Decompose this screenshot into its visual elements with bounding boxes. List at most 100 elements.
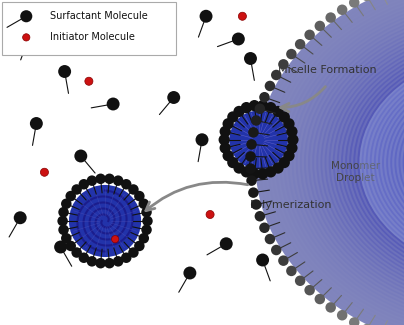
Ellipse shape (249, 100, 260, 111)
Wedge shape (382, 75, 404, 250)
Wedge shape (279, 0, 404, 325)
Ellipse shape (219, 126, 231, 137)
Ellipse shape (104, 258, 115, 268)
Ellipse shape (232, 32, 245, 46)
Wedge shape (284, 0, 404, 325)
Ellipse shape (278, 59, 289, 70)
Ellipse shape (246, 176, 257, 186)
Ellipse shape (241, 102, 252, 113)
Ellipse shape (95, 174, 106, 184)
Ellipse shape (295, 276, 305, 286)
Ellipse shape (259, 92, 270, 102)
Wedge shape (324, 29, 404, 296)
Ellipse shape (283, 150, 295, 162)
Ellipse shape (107, 98, 120, 111)
Ellipse shape (244, 52, 257, 65)
Ellipse shape (54, 240, 67, 254)
Wedge shape (366, 62, 404, 263)
Ellipse shape (14, 211, 27, 224)
Ellipse shape (278, 255, 289, 266)
Wedge shape (246, 0, 404, 325)
Wedge shape (312, 20, 404, 305)
Ellipse shape (58, 65, 71, 78)
Ellipse shape (251, 115, 261, 126)
Text: Micelle Formation: Micelle Formation (278, 65, 377, 75)
Ellipse shape (283, 118, 295, 129)
Ellipse shape (159, 32, 172, 46)
Ellipse shape (286, 266, 297, 276)
Wedge shape (271, 0, 404, 325)
Ellipse shape (78, 253, 89, 263)
Ellipse shape (57, 216, 68, 226)
Ellipse shape (61, 199, 72, 209)
Ellipse shape (65, 241, 76, 251)
Wedge shape (259, 0, 404, 325)
Ellipse shape (99, 39, 112, 52)
Ellipse shape (238, 12, 246, 20)
Ellipse shape (139, 233, 149, 243)
Ellipse shape (200, 10, 213, 23)
Ellipse shape (23, 34, 30, 41)
Ellipse shape (121, 253, 132, 263)
Ellipse shape (248, 127, 259, 137)
Wedge shape (263, 0, 404, 325)
Ellipse shape (167, 91, 180, 104)
Wedge shape (402, 91, 404, 234)
Ellipse shape (249, 168, 260, 179)
Ellipse shape (326, 302, 336, 313)
Ellipse shape (259, 223, 270, 233)
Ellipse shape (58, 225, 69, 235)
Ellipse shape (255, 103, 265, 114)
Ellipse shape (227, 157, 238, 168)
Ellipse shape (30, 117, 43, 130)
Ellipse shape (279, 111, 290, 123)
Ellipse shape (245, 151, 256, 162)
Ellipse shape (337, 310, 347, 320)
Wedge shape (370, 65, 404, 260)
Wedge shape (316, 23, 404, 302)
Wedge shape (386, 78, 404, 247)
Ellipse shape (286, 49, 297, 59)
Ellipse shape (119, 195, 132, 208)
Ellipse shape (257, 100, 268, 111)
Ellipse shape (265, 102, 276, 113)
Ellipse shape (265, 81, 275, 91)
Ellipse shape (295, 39, 305, 49)
Ellipse shape (20, 10, 32, 22)
Ellipse shape (183, 266, 196, 280)
Wedge shape (378, 72, 404, 254)
Wedge shape (360, 57, 404, 268)
Ellipse shape (245, 163, 256, 174)
Ellipse shape (87, 256, 97, 266)
Ellipse shape (304, 30, 315, 40)
Ellipse shape (79, 179, 89, 189)
Ellipse shape (265, 166, 276, 177)
Ellipse shape (134, 241, 145, 251)
Ellipse shape (256, 254, 269, 266)
Wedge shape (328, 32, 404, 292)
Wedge shape (300, 9, 404, 316)
Ellipse shape (251, 199, 261, 210)
Wedge shape (362, 58, 404, 266)
Ellipse shape (279, 157, 290, 168)
Wedge shape (255, 0, 404, 325)
Wedge shape (267, 0, 404, 325)
Wedge shape (292, 3, 404, 322)
Ellipse shape (272, 162, 284, 174)
Ellipse shape (246, 139, 257, 150)
Ellipse shape (304, 285, 315, 295)
Ellipse shape (220, 237, 233, 250)
Ellipse shape (286, 142, 298, 154)
Text: Initiator Molecule: Initiator Molecule (50, 32, 135, 42)
Ellipse shape (95, 258, 106, 268)
Ellipse shape (112, 236, 119, 243)
Ellipse shape (141, 225, 152, 235)
Ellipse shape (223, 118, 234, 129)
Ellipse shape (65, 191, 76, 201)
Wedge shape (345, 46, 404, 280)
Ellipse shape (142, 216, 153, 226)
Text: Monomer
Droplet: Monomer Droplet (331, 162, 380, 183)
Wedge shape (398, 88, 404, 237)
Ellipse shape (227, 111, 238, 123)
Ellipse shape (272, 106, 284, 117)
